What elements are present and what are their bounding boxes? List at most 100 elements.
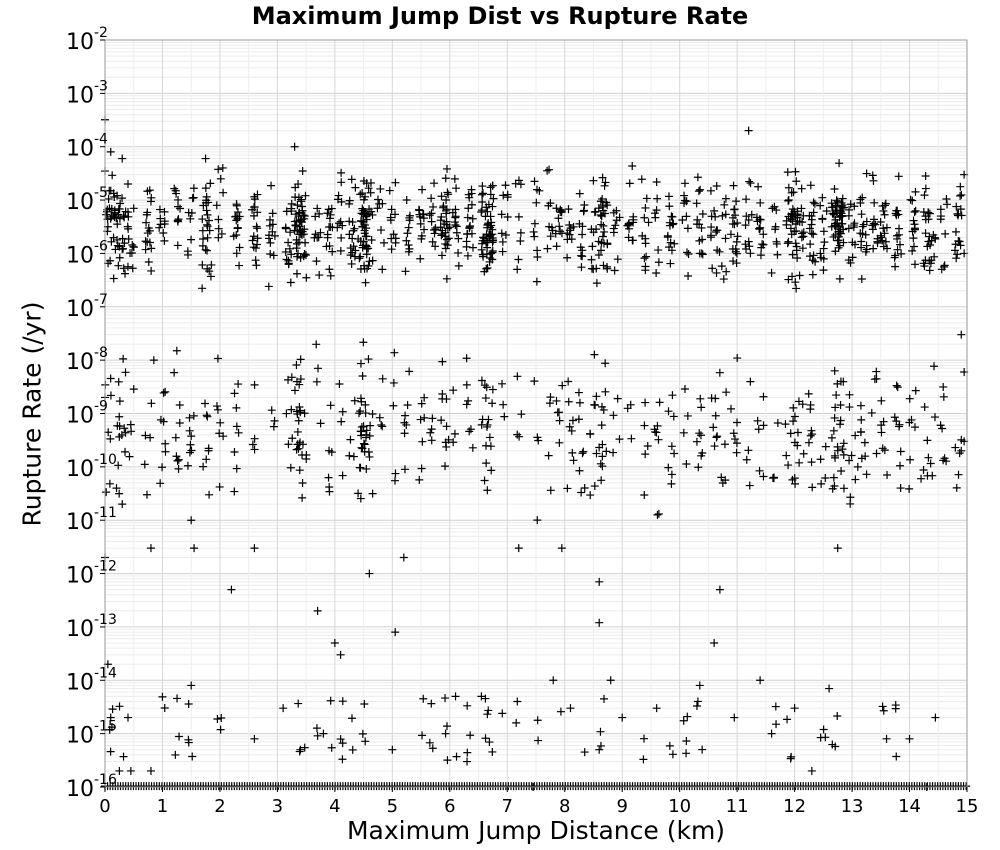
data-point <box>175 732 184 741</box>
data-point <box>514 544 523 553</box>
data-point <box>857 243 866 252</box>
data-point <box>640 491 649 500</box>
data-point <box>316 228 325 237</box>
data-point <box>712 181 721 190</box>
data-point <box>807 766 816 775</box>
data-point <box>513 372 522 381</box>
data-point <box>549 676 558 685</box>
data-point <box>488 181 497 190</box>
data-point <box>417 234 426 243</box>
data-point <box>106 147 115 156</box>
data-point <box>820 238 829 247</box>
data-point <box>712 433 721 442</box>
data-point <box>788 205 797 214</box>
data-point <box>771 222 780 231</box>
data-point <box>828 484 837 493</box>
data-point <box>639 734 648 743</box>
data-point <box>713 226 722 235</box>
data-point <box>798 244 807 253</box>
data-point <box>652 178 661 187</box>
data-point <box>618 713 627 722</box>
data-point <box>791 239 800 248</box>
data-point <box>727 404 736 413</box>
data-point <box>879 206 888 215</box>
data-point <box>287 204 296 213</box>
data-point <box>534 436 543 445</box>
data-point <box>146 433 155 442</box>
data-point <box>637 175 646 184</box>
data-point <box>109 274 118 283</box>
data-point <box>300 225 309 234</box>
data-point <box>204 198 213 207</box>
data-point <box>442 395 451 404</box>
data-point <box>325 265 334 274</box>
data-point <box>362 232 371 241</box>
data-point <box>451 220 460 229</box>
data-point <box>754 182 763 191</box>
data-point <box>361 278 370 287</box>
data-point <box>804 389 813 398</box>
data-point <box>158 692 167 701</box>
y-tick-label: 10-3 <box>66 78 108 108</box>
data-point <box>529 227 538 236</box>
data-point <box>129 204 138 213</box>
data-point <box>488 248 497 257</box>
data-point <box>450 174 459 183</box>
data-point <box>105 204 114 213</box>
data-point <box>861 452 870 461</box>
data-point <box>896 240 905 249</box>
data-point <box>282 207 291 216</box>
data-point <box>792 226 801 235</box>
data-point <box>301 238 310 247</box>
data-point <box>293 427 302 436</box>
data-point <box>554 214 563 223</box>
data-point <box>696 185 705 194</box>
data-point <box>501 230 510 239</box>
data-point <box>837 198 846 207</box>
data-point <box>358 729 367 738</box>
data-point <box>710 638 719 647</box>
y-tick-label: 10-10 <box>66 452 117 482</box>
data-point <box>722 267 731 276</box>
data-point <box>184 700 193 709</box>
data-point <box>789 188 798 197</box>
data-point <box>744 126 753 135</box>
data-point <box>345 230 354 239</box>
data-point <box>430 179 439 188</box>
data-point <box>420 413 429 422</box>
data-point <box>783 168 792 177</box>
data-point <box>517 410 526 419</box>
data-point <box>365 205 374 214</box>
data-point <box>113 220 122 229</box>
data-point <box>268 227 277 236</box>
data-point <box>926 240 935 249</box>
data-point <box>853 462 862 471</box>
data-point <box>851 431 860 440</box>
data-point <box>557 206 566 215</box>
data-point <box>142 218 151 227</box>
data-point <box>442 422 451 431</box>
data-point <box>613 394 622 403</box>
data-point <box>358 204 367 213</box>
data-point <box>486 183 495 192</box>
data-point <box>387 205 396 214</box>
data-point <box>857 275 866 284</box>
data-point <box>441 729 450 738</box>
data-point <box>788 250 797 259</box>
data-point <box>336 246 345 255</box>
data-point <box>454 261 463 270</box>
data-point <box>878 444 887 453</box>
data-point <box>767 729 776 738</box>
data-point <box>669 412 678 421</box>
data-point <box>450 429 459 438</box>
data-point <box>850 202 859 211</box>
data-point <box>606 676 615 685</box>
data-point <box>142 490 151 499</box>
data-point <box>833 711 842 720</box>
data-point <box>692 437 701 446</box>
data-point <box>580 484 589 493</box>
data-point <box>906 195 915 204</box>
data-point <box>378 199 387 208</box>
data-point <box>452 752 461 761</box>
data-point <box>787 188 796 197</box>
